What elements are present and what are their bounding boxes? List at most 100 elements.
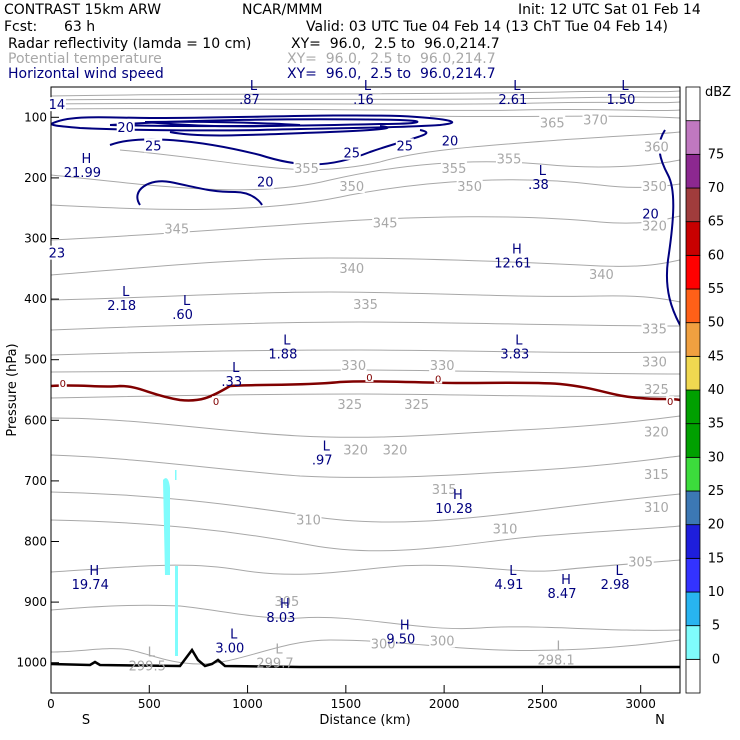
theta-label-bg [641, 321, 668, 336]
terrain-line [50, 647, 680, 669]
theta-label: 335 [642, 322, 667, 337]
theta-label-bg [336, 397, 363, 412]
theta-label-bg [582, 112, 609, 127]
colorbar-swatch [685, 221, 701, 256]
isotherm-label: 0 [667, 397, 673, 408]
colorbar-swatch [685, 625, 701, 660]
extremum-letter: L [513, 79, 521, 94]
x-end-label-south: S [82, 713, 90, 728]
wind-label: 20 [117, 121, 134, 136]
extremum-letter: H [453, 488, 463, 503]
field-name-wind: Horizontal wind speed [8, 66, 164, 82]
theta-label-bg [641, 178, 668, 193]
colorbar-label: 75 [708, 147, 725, 162]
field-xy-wind: XY= 96.0, 2.5 to 96.0,214.7 [287, 66, 496, 82]
extremum-value: 2.61 [498, 93, 527, 108]
valid-time: Valid: 03 UTC Tue 04 Feb 14 (13 ChT Tue … [306, 19, 669, 35]
fcst-label: Fcst: [4, 19, 38, 35]
colorbar-swatch [685, 423, 701, 458]
colorbar-label: 25 [708, 484, 725, 499]
plot-frame [50, 86, 681, 694]
theta-label: 325 [404, 398, 429, 413]
theta-label-bg [293, 160, 320, 175]
colorbar-swatch [685, 288, 701, 324]
colorbar-swatch [685, 557, 701, 593]
field-name-theta: Potential temperature [8, 51, 162, 67]
theta-label-bg [403, 397, 430, 412]
theta-label: 325 [644, 383, 669, 398]
x-tick-label: 500 [138, 697, 161, 711]
extremum-value: 9.50 [386, 632, 415, 647]
theta-label-bg [429, 633, 456, 648]
wind-label: 14 [49, 98, 66, 113]
extremum-letter: L [250, 79, 258, 94]
extremum-value: 19.74 [72, 578, 109, 593]
wind-label-bg [342, 145, 361, 160]
isotherm-label-bg [434, 373, 443, 384]
extremum-value: .33 [221, 375, 242, 390]
theta-label-bg [295, 512, 322, 527]
theta-label: 350 [642, 180, 667, 195]
extremum-value: .60 [172, 308, 193, 323]
isotherm-label: 0 [435, 375, 441, 386]
colorbar-label: 15 [708, 551, 725, 566]
isotherm-label: 0 [366, 373, 372, 384]
extremum-letter: L [515, 334, 523, 349]
theta-label: 355 [294, 162, 319, 177]
colorbar-swatch [685, 524, 701, 559]
wind-label-bg [441, 133, 460, 148]
theta-label: 365 [540, 116, 565, 131]
extremum-letter: L [539, 164, 547, 179]
wind-label: 25 [343, 147, 360, 162]
extremum-value: .97 [312, 454, 333, 469]
theta-label: 350 [457, 180, 482, 195]
extremum-letter: L [283, 334, 291, 349]
extremum-value: 12.61 [494, 257, 531, 272]
extremum-letter: L [364, 79, 372, 94]
theta-label-bg [372, 215, 399, 230]
colorbar-swatch [685, 86, 701, 122]
colorbar-swatch [685, 187, 701, 223]
y-tick-label: 1000 [16, 656, 47, 670]
theta-label-bg [641, 218, 668, 233]
x-tick-label: 2000 [429, 697, 460, 711]
wind-label-bg [641, 206, 660, 221]
wind-label-bg [144, 138, 163, 153]
colorbar-label: 35 [708, 417, 725, 432]
theta-label-bg [641, 354, 668, 369]
theta-label-bg [643, 382, 670, 396]
theta-label-bg [643, 500, 670, 515]
y-tick-label: 500 [24, 353, 47, 367]
extremum-value: 1.88 [268, 348, 297, 363]
isotherm-label-bg [58, 377, 67, 388]
extremum-value: 3.00 [215, 641, 244, 656]
extremum-letter: L [230, 627, 238, 642]
y-tick-label: 800 [24, 535, 47, 549]
theta-label: 330 [642, 356, 667, 371]
wind-label-bg [47, 245, 66, 260]
theta-label-bg [643, 139, 670, 154]
reflectivity-echo [163, 470, 178, 656]
y-tick-label: 700 [24, 474, 47, 488]
extremum-letter: L [556, 640, 564, 655]
theta-label: 345 [164, 222, 189, 237]
colorbar-swatch [685, 153, 701, 189]
theta-label: 350 [339, 180, 364, 195]
extremum-value: 2.18 [107, 299, 136, 314]
theta-label: 325 [337, 398, 362, 413]
extremum-letter: H [280, 597, 290, 612]
theta-label: 330 [430, 359, 455, 374]
theta-label: 320 [642, 219, 667, 234]
isotherm-label-bg [212, 396, 221, 407]
colorbar-swatch [685, 591, 701, 627]
extremum-letter: L [122, 285, 130, 300]
wind-label: 20 [442, 135, 459, 150]
theta-label-bg [340, 357, 367, 372]
colorbar-swatch [685, 120, 701, 155]
colorbar-label: 45 [708, 349, 725, 364]
extremum-value: 1.50 [606, 93, 635, 108]
y-tick-label: 300 [24, 232, 47, 246]
colorbar-unit: dBZ [705, 85, 731, 100]
org-name: NCAR/MMM [242, 2, 323, 18]
